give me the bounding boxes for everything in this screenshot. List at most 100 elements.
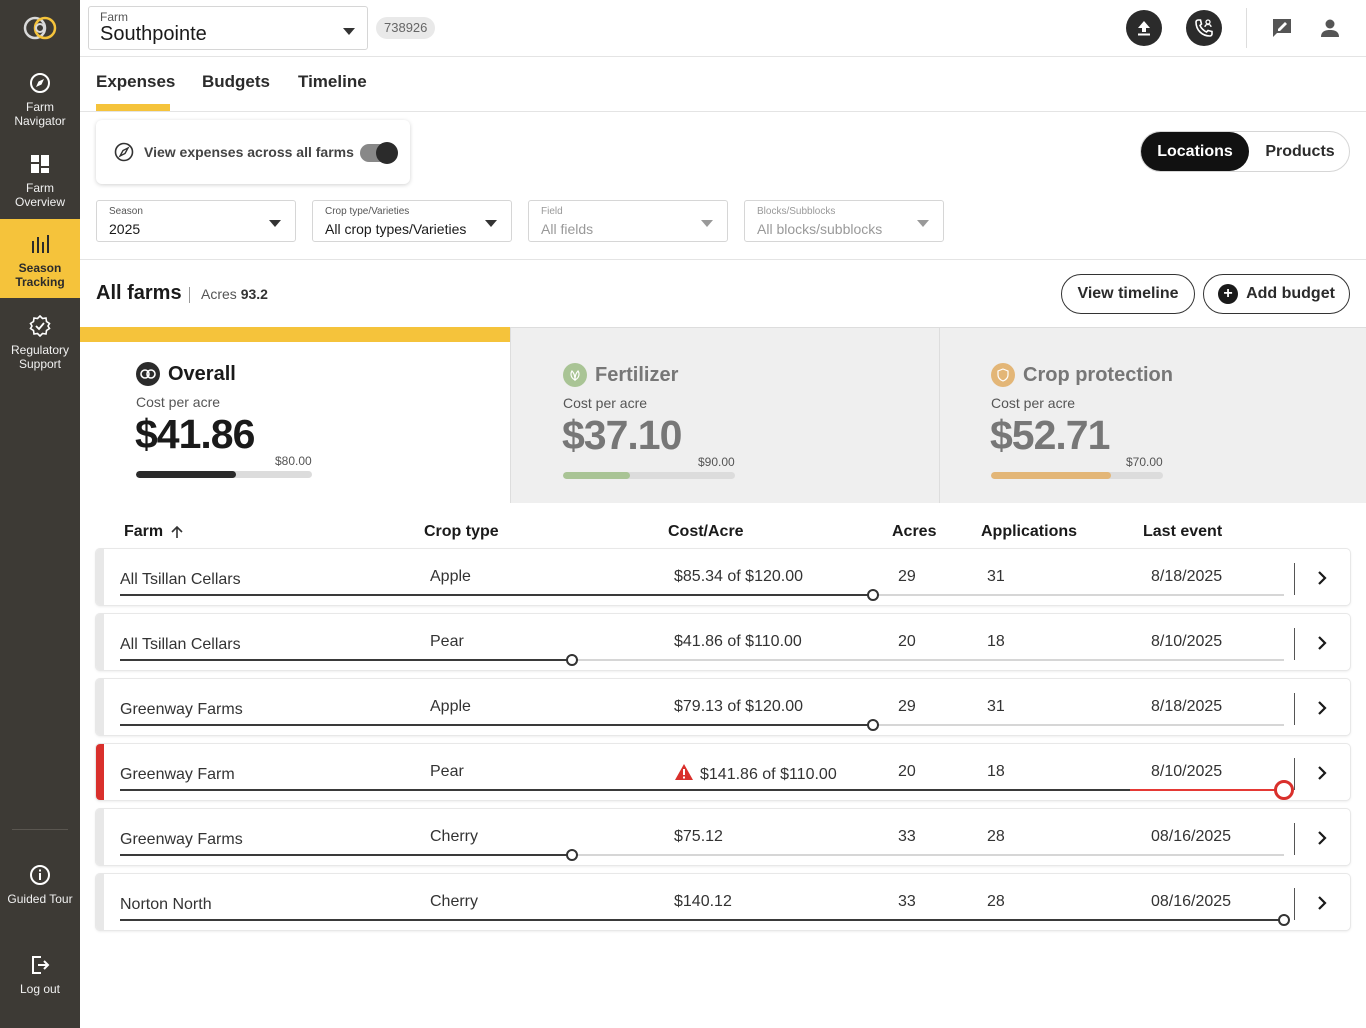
segment-locations[interactable]: Locations <box>1141 132 1249 171</box>
cell-farm: All Tsillan Cellars <box>120 571 241 588</box>
cell-applications: 31 <box>987 698 1005 715</box>
table-row[interactable]: All Tsillan Cellars Apple $85.34 of $120.0… <box>96 549 1350 605</box>
add-budget-button[interactable]: + Add budget <box>1203 274 1350 314</box>
cell-last-event: 8/10/2025 <box>1151 763 1223 780</box>
farm-select[interactable]: Farm Southpointe <box>88 6 368 50</box>
row-divider <box>1294 628 1295 660</box>
col-header-acres[interactable]: Acres <box>892 523 937 540</box>
view-timeline-button[interactable]: View timeline <box>1061 274 1195 314</box>
card-crop-protection[interactable]: Crop protection Cost per acre $52.71 $70… <box>939 327 1366 503</box>
row-divider <box>1294 888 1295 920</box>
shield-icon <box>991 363 1015 387</box>
card-title-text: Fertilizer <box>595 363 679 386</box>
row-budget-fill <box>120 789 1131 791</box>
table-row[interactable]: All Tsillan Cellars Pear $41.86 of $110.00… <box>96 614 1350 670</box>
row-budget-knob <box>1274 780 1294 800</box>
nav-farm-overview[interactable]: Farm Overview <box>0 143 80 223</box>
user-profile-icon[interactable] <box>1318 16 1342 40</box>
cell-last-event: 08/16/2025 <box>1151 828 1232 845</box>
all-farms-toggle-card: View expenses across all farms <box>96 120 410 184</box>
cell-acres: 20 <box>898 763 916 780</box>
row-divider <box>1294 693 1295 725</box>
cell-crop: Cherry <box>430 828 479 845</box>
chevron-down-icon <box>701 220 713 227</box>
nav-label: Season Tracking <box>15 261 65 289</box>
tab-timeline[interactable]: Timeline <box>298 72 367 91</box>
blocks-select[interactable]: Blocks/Subblocks All blocks/subblocks <box>744 200 944 242</box>
tab-expenses[interactable]: Expenses <box>96 72 176 91</box>
row-budget-track <box>120 780 1294 800</box>
row-budget-track <box>120 654 1284 666</box>
row-budget-track <box>120 589 1284 601</box>
col-header-cost[interactable]: Cost/Acre <box>668 523 744 540</box>
col-header-label: Farm <box>124 523 164 540</box>
upload-button[interactable] <box>1126 10 1162 46</box>
nav-regulatory-support[interactable]: Regulatory Support <box>0 305 80 385</box>
cell-last-event: 8/10/2025 <box>1151 633 1223 650</box>
cell-cost: $85.34 of $120.00 <box>674 568 803 586</box>
table-row[interactable]: Greenway Farms Cherry $75.12 33 28 08/16/2025 <box>96 809 1350 865</box>
table-row[interactable]: Greenway Farm Pear $141.86 of $110.00 20 18 8… <box>96 744 1350 800</box>
title-divider <box>189 287 190 303</box>
chevron-right-icon[interactable] <box>1312 763 1332 783</box>
chevron-right-icon[interactable] <box>1312 828 1332 848</box>
expense-tabs: Expenses Budgets Timeline <box>80 57 1366 112</box>
card-value: $41.86 <box>135 411 255 457</box>
card-max: $90.00 <box>698 455 735 469</box>
nav-label: Farm Overview <box>14 181 65 209</box>
chevron-right-icon[interactable] <box>1312 698 1332 718</box>
acres-label: Acres <box>201 286 237 302</box>
phone-support-icon <box>1195 19 1213 37</box>
cell-cost: $140.12 <box>674 893 732 911</box>
card-progress-track <box>563 472 735 479</box>
crop-type-select[interactable]: Crop type/Varieties All crop types/Varie… <box>312 200 512 242</box>
col-header-farm[interactable]: Farm <box>124 523 185 541</box>
field-select[interactable]: Field All fields <box>528 200 728 242</box>
nav-season-tracking[interactable]: Season Tracking <box>0 219 80 298</box>
feedback-icon[interactable] <box>1270 16 1294 40</box>
brand-logo-icon[interactable] <box>22 14 58 42</box>
dashboard-icon <box>31 155 49 173</box>
cell-cost-text: $75.12 <box>674 828 723 845</box>
section-divider <box>80 259 1366 260</box>
all-farms-switch[interactable] <box>360 142 398 164</box>
cell-crop: Pear <box>430 633 464 650</box>
chevron-right-icon[interactable] <box>1312 893 1332 913</box>
card-title: Fertilizer <box>563 363 678 387</box>
card-max: $80.00 <box>275 454 312 468</box>
chevron-right-icon[interactable] <box>1312 568 1332 588</box>
row-budget-fill <box>120 594 874 596</box>
card-progress-track <box>991 472 1163 479</box>
row-overbudget-fill <box>1130 789 1284 791</box>
nav-guided-tour[interactable]: Guided Tour <box>0 854 80 934</box>
cell-crop: Pear <box>430 763 464 780</box>
segment-products[interactable]: Products <box>1265 143 1335 160</box>
toggle-label: View expenses across all farms <box>144 144 354 160</box>
header-divider <box>1246 8 1247 48</box>
farm-select-value: Southpointe <box>100 23 207 45</box>
row-budget-fill <box>120 854 572 856</box>
card-title: Crop protection <box>991 363 1173 387</box>
cell-acres: 29 <box>898 698 916 715</box>
chevron-down-icon <box>485 220 497 227</box>
cell-applications: 28 <box>987 893 1005 910</box>
card-fertilizer[interactable]: Fertilizer Cost per acre $37.10 $90.00 <box>510 327 939 503</box>
chevron-right-icon[interactable] <box>1312 633 1332 653</box>
card-overall[interactable]: Overall Cost per acre $41.86 $80.00 <box>80 327 510 503</box>
table-row[interactable]: Greenway Farms Apple $79.13 of $120.00 29 31… <box>96 679 1350 735</box>
col-header-applications[interactable]: Applications <box>981 523 1078 540</box>
nav-log-out[interactable]: Log out <box>0 944 80 1024</box>
acres-value: 93.2 <box>240 286 268 302</box>
col-header-last-event[interactable]: Last event <box>1143 523 1223 540</box>
card-subtitle: Cost per acre <box>136 394 221 410</box>
col-header-crop[interactable]: Crop type <box>424 523 499 540</box>
nav-farm-navigator[interactable]: Farm Navigator <box>0 62 80 142</box>
row-divider <box>1294 823 1295 855</box>
season-select[interactable]: Season 2025 <box>96 200 296 242</box>
cell-cost-text: $41.86 of $110.00 <box>674 633 802 650</box>
row-status-marker <box>96 874 104 930</box>
table-row[interactable]: Norton North Cherry $140.12 33 28 08/16/2025 <box>96 874 1350 930</box>
card-max: $70.00 <box>1126 455 1163 469</box>
support-call-button[interactable] <box>1186 10 1222 46</box>
tab-budgets[interactable]: Budgets <box>202 72 270 91</box>
